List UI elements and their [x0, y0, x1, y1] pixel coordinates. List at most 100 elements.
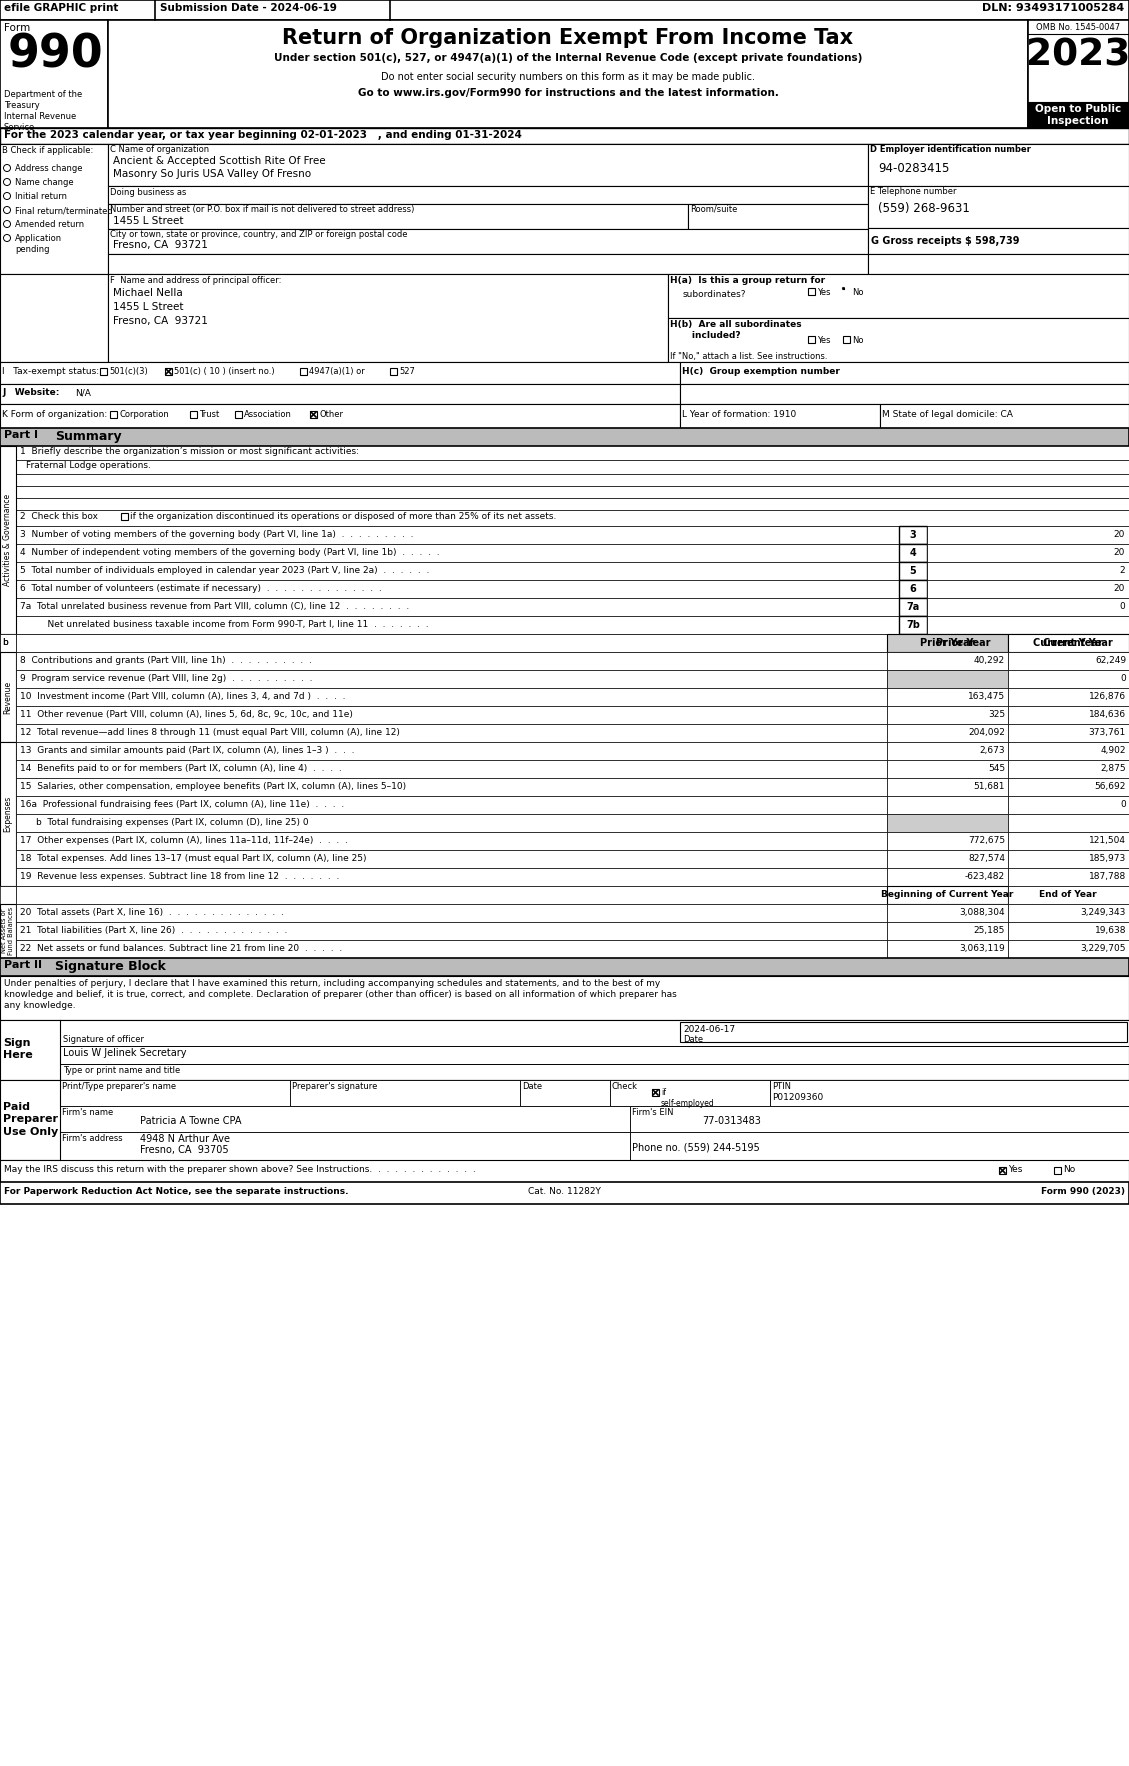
Text: 0: 0 [1120, 800, 1126, 809]
Text: OMB No. 1545-0047: OMB No. 1545-0047 [1036, 23, 1120, 32]
Bar [668, 318, 1129, 362]
Text: Paid
Preparer
Use Only: Paid Preparer Use Only [3, 1102, 59, 1137]
Text: 2: 2 [1119, 565, 1124, 576]
Bar [808, 336, 815, 343]
Text: 51,681: 51,681 [973, 782, 1005, 791]
Text: 501(c)(3): 501(c)(3) [110, 367, 148, 376]
Bar [108, 145, 868, 185]
Text: 827,574: 827,574 [968, 855, 1005, 864]
Bar [668, 274, 1129, 318]
Bar [887, 779, 1008, 796]
Text: Current Year: Current Year [1043, 638, 1113, 648]
Bar [0, 1160, 1129, 1181]
Bar [108, 274, 668, 362]
Text: L Year of formation: 1910: L Year of formation: 1910 [682, 410, 796, 419]
Bar [1008, 869, 1129, 887]
Text: 527: 527 [399, 367, 414, 376]
Text: P01209360: P01209360 [772, 1093, 823, 1102]
Text: Expenses: Expenses [3, 796, 12, 832]
Text: Print/Type preparer's name: Print/Type preparer's name [62, 1083, 176, 1091]
Text: Revenue: Revenue [3, 680, 12, 713]
Bar [1029, 19, 1129, 127]
Text: Summary: Summary [55, 429, 122, 443]
Text: G Gross receipts $ 598,739: G Gross receipts $ 598,739 [870, 237, 1019, 245]
Bar [1008, 796, 1129, 814]
Bar [688, 205, 868, 230]
Bar [16, 599, 899, 616]
Text: I   Tax-exempt status:: I Tax-exempt status: [2, 367, 99, 376]
Bar [190, 411, 196, 419]
Text: Signature Block: Signature Block [55, 961, 166, 973]
Bar [0, 1181, 1129, 1204]
Bar [0, 145, 108, 274]
Bar [887, 759, 1008, 779]
Text: Check: Check [612, 1083, 638, 1091]
Text: Fresno, CA  93721: Fresno, CA 93721 [113, 316, 208, 327]
Bar [1008, 779, 1129, 796]
Bar [899, 634, 1029, 652]
Text: 3,088,304: 3,088,304 [960, 908, 1005, 917]
Text: H(b)  Are all subordinates
       included?: H(b) Are all subordinates included? [669, 320, 802, 341]
Text: 21  Total liabilities (Part X, line 26)  .  .  .  .  .  .  .  .  .  .  .  .  .: 21 Total liabilities (Part X, line 26) .… [20, 925, 288, 934]
Text: 2,673: 2,673 [979, 745, 1005, 756]
Text: 25,185: 25,185 [973, 925, 1005, 934]
Bar [16, 796, 887, 814]
Text: 4  Number of independent voting members of the governing body (Part VI, line 1b): 4 Number of independent voting members o… [20, 547, 439, 556]
Bar [110, 411, 117, 419]
Bar [808, 288, 815, 295]
Bar [680, 383, 1129, 404]
Text: 16a  Professional fundraising fees (Part IX, column (A), line 11e)  .  .  .  .: 16a Professional fundraising fees (Part … [20, 800, 344, 809]
Bar [1008, 724, 1129, 742]
Text: Trust: Trust [199, 410, 219, 419]
Bar [16, 634, 899, 652]
Bar [899, 616, 927, 634]
Bar [899, 579, 927, 599]
Bar [0, 634, 16, 652]
Bar [0, 904, 16, 957]
Bar [16, 724, 887, 742]
Text: End of Year: End of Year [1039, 890, 1096, 899]
Text: For the 2023 calendar year, or tax year beginning 02-01-2023   , and ending 01-3: For the 2023 calendar year, or tax year … [5, 131, 522, 140]
Text: 56,692: 56,692 [1095, 782, 1126, 791]
Bar [1008, 706, 1129, 724]
Bar [0, 977, 1129, 1021]
Bar [1029, 102, 1129, 127]
Text: 4,902: 4,902 [1101, 745, 1126, 756]
Text: E Telephone number: E Telephone number [870, 187, 956, 196]
Text: Under section 501(c), 527, or 4947(a)(1) of the Internal Revenue Code (except pr: Under section 501(c), 527, or 4947(a)(1)… [274, 53, 863, 64]
Text: Under penalties of perjury, I declare that I have examined this return, includin: Under penalties of perjury, I declare th… [5, 978, 676, 1010]
Text: 545: 545 [988, 765, 1005, 774]
Text: if the organization discontinued its operations or disposed of more than 25% of : if the organization discontinued its ope… [130, 512, 557, 521]
Bar [868, 145, 1129, 185]
Text: Date: Date [683, 1035, 703, 1044]
Text: Fresno, CA  93721: Fresno, CA 93721 [113, 240, 208, 251]
Bar [999, 1167, 1006, 1174]
Text: 204,092: 204,092 [969, 728, 1005, 736]
Text: 1455 L Street: 1455 L Street [113, 302, 184, 313]
Text: Final return/terminated: Final return/terminated [15, 207, 113, 215]
Text: 0: 0 [1120, 675, 1126, 683]
Text: Part I: Part I [5, 429, 38, 440]
Text: subordinates?: subordinates? [683, 290, 746, 298]
Bar [16, 779, 887, 796]
Bar [927, 526, 1129, 544]
Bar [868, 254, 1129, 274]
Text: 10  Investment income (Part VIII, column (A), lines 3, 4, and 7d )  .  .  .  .: 10 Investment income (Part VIII, column … [20, 692, 345, 701]
Bar [60, 1132, 630, 1160]
Text: 187,788: 187,788 [1088, 872, 1126, 881]
Text: 2024-06-17: 2024-06-17 [683, 1024, 735, 1035]
Text: Association: Association [244, 410, 292, 419]
Text: b  Total fundraising expenses (Part IX, column (D), line 25) 0: b Total fundraising expenses (Part IX, c… [36, 818, 308, 826]
Text: Fraternal Lodge operations.: Fraternal Lodge operations. [26, 461, 151, 470]
Text: Sign
Here: Sign Here [3, 1038, 33, 1060]
Text: For Paperwork Reduction Act Notice, see the separate instructions.: For Paperwork Reduction Act Notice, see … [5, 1187, 349, 1196]
Text: 2,875: 2,875 [1101, 765, 1126, 774]
Bar [1029, 634, 1129, 652]
Bar [887, 669, 1008, 689]
Text: 3,229,705: 3,229,705 [1080, 945, 1126, 954]
Bar [887, 922, 1008, 940]
Text: City or town, state or province, country, and ZIP or foreign postal code: City or town, state or province, country… [110, 230, 408, 238]
Bar [899, 562, 927, 579]
Text: Yes: Yes [817, 336, 831, 344]
Bar [0, 427, 1129, 447]
